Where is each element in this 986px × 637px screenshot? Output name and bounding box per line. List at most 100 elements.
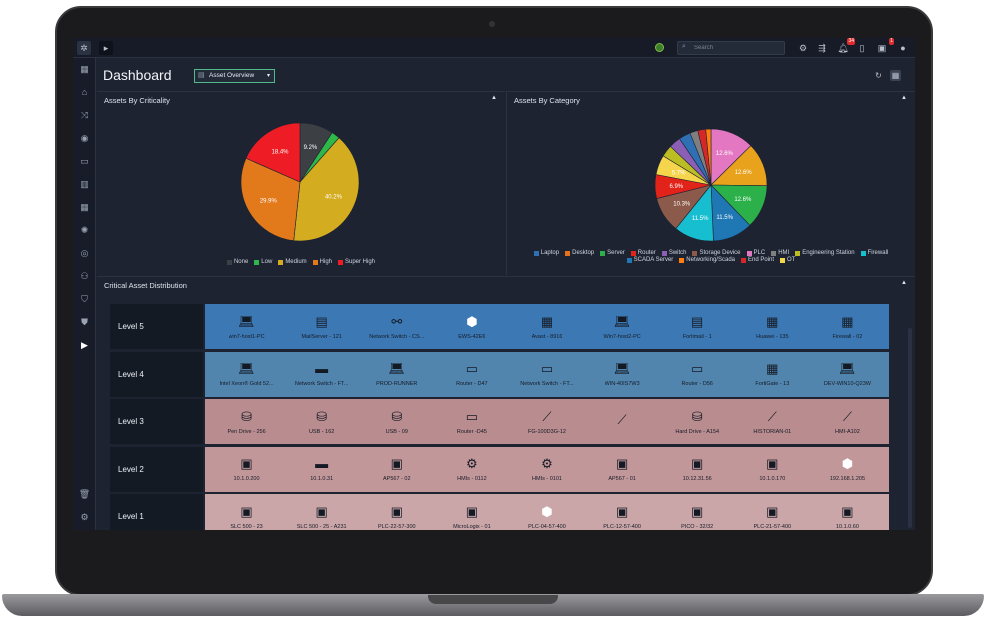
asset-item[interactable]: ⟋ HMI-A102: [813, 409, 881, 435]
category-legend-item[interactable]: Engineering Station: [795, 250, 855, 256]
asset-item[interactable]: ⬢ EWS-42E6: [438, 314, 506, 340]
users-icon[interactable]: ⚇: [80, 271, 89, 281]
criticality-legend-item[interactable]: Low: [254, 259, 272, 265]
dashboard-icon[interactable]: ▦: [80, 64, 89, 74]
asset-item[interactable]: ▤ MailServer - 121: [288, 314, 356, 340]
settings-icon[interactable]: ⚙: [80, 512, 89, 522]
asset-item[interactable]: ▭ Router - D47: [438, 361, 506, 387]
asset-item[interactable]: ▤ Fortimail - 1: [663, 314, 731, 340]
asset-item[interactable]: ⛁ USB - 09: [363, 409, 431, 435]
queue-icon[interactable]: ⇶: [818, 43, 826, 53]
search-box[interactable]: ⌕: [677, 41, 785, 55]
clipboard-icon[interactable]: ▯: [859, 43, 865, 53]
asset-item[interactable]: 💻︎ Win7-host2-PC: [588, 314, 656, 340]
asset-item[interactable]: ⚙ HMIs - 0112: [438, 456, 506, 482]
asset-item[interactable]: ▣ 10.1.0.60: [813, 504, 881, 530]
asset-item[interactable]: ▦ Avast - 8916: [513, 314, 581, 340]
trash-icon[interactable]: 🗑︎: [78, 489, 91, 499]
category-legend-item[interactable]: Storage Device: [692, 250, 741, 256]
app-logo-icon[interactable]: ✲: [77, 41, 91, 55]
asset-item[interactable]: ▣ 10.12.31.56: [663, 456, 731, 482]
category-legend-item[interactable]: Networking/Scada: [679, 257, 735, 263]
asset-item[interactable]: ▣ PLC-12-57-400: [588, 504, 656, 530]
criticality-legend-item[interactable]: None: [226, 259, 248, 265]
asset-item[interactable]: ▣ 10.1.0.200: [213, 456, 281, 482]
asset-item[interactable]: ⟋ FG-100D3G-12: [513, 409, 581, 435]
category-legend-item[interactable]: Laptop: [533, 250, 559, 256]
asset-item[interactable]: 💻︎ win7-host1-PC: [213, 314, 281, 340]
shield-check-icon[interactable]: ⛊: [81, 317, 88, 327]
asset-item[interactable]: ▬ Network Switch - FT...: [288, 361, 356, 387]
asset-item[interactable]: ▣ AP567 - 01: [588, 456, 656, 482]
edit-layout-icon[interactable]: ▦: [890, 70, 901, 81]
user-icon[interactable]: ●: [900, 43, 906, 53]
category-legend-item[interactable]: OT: [780, 257, 795, 263]
refresh-icon[interactable]: ↻: [875, 71, 882, 80]
asset-item[interactable]: ▣ AP567 - 02: [363, 456, 431, 482]
briefcase-icon[interactable]: ▭: [80, 156, 89, 166]
asset-item[interactable]: ▦ FortiGate - 13: [738, 361, 806, 387]
asset-item[interactable]: ⚙ HMIs - 0101: [513, 456, 581, 482]
asset-item[interactable]: 💻︎ Intel Xeon® Gold 52...: [213, 361, 281, 387]
asset-item[interactable]: ▣ SLC 500 - 25 - A231: [288, 504, 356, 530]
asset-item[interactable]: ⬢ PLC-04-57-400: [513, 504, 581, 530]
search-input[interactable]: [694, 43, 782, 53]
alert-icon[interactable]: ◉: [80, 133, 89, 143]
category-slice-networking-scada[interactable]: [705, 128, 712, 186]
asset-item[interactable]: ⟋: [588, 412, 656, 432]
asset-item[interactable]: ▦ Huawei - 135: [738, 314, 806, 340]
asset-item[interactable]: ▭ Network Switch - FT...: [513, 361, 581, 387]
category-legend-item[interactable]: PLC: [746, 250, 765, 256]
asset-item[interactable]: ▣ SLC 500 - 23: [213, 504, 281, 530]
view-selector-dropdown[interactable]: ▤ Asset Overview ▾: [194, 69, 275, 83]
bell-icon[interactable]: 🔔︎ 34: [837, 38, 855, 53]
asset-item[interactable]: 💻︎ DEV-WIN10-Q23W: [813, 361, 881, 387]
asset-item[interactable]: ▣ PLC-22-57-300: [363, 504, 431, 530]
asset-item[interactable]: 💻︎ PROD-RUNNER: [363, 361, 431, 387]
asset-item[interactable]: ▣ 10.1.0.170: [738, 456, 806, 482]
criticality-legend-item[interactable]: High: [312, 259, 332, 265]
category-legend-item[interactable]: HMI: [771, 250, 789, 256]
category-legend-item[interactable]: Switch: [661, 250, 686, 256]
play-icon[interactable]: ▸: [99, 41, 113, 55]
chart-icon[interactable]: ⌂: [81, 87, 88, 97]
category-legend-item[interactable]: Server: [600, 250, 625, 256]
collapse-icon[interactable]: ▲: [491, 95, 497, 101]
asset-item[interactable]: ⬢ 192.168.1.205: [813, 456, 881, 482]
play-icon[interactable]: ▶: [81, 340, 88, 350]
shield-icon[interactable]: ⛉: [81, 294, 88, 304]
asset-item[interactable]: ▭ Router -D45: [438, 409, 506, 435]
category-legend-item[interactable]: SCADA Server: [626, 257, 673, 263]
asset-item[interactable]: ▭ Router - D56: [663, 361, 731, 387]
criticality-slice-medium[interactable]: [293, 137, 360, 242]
category-legend-item[interactable]: Desktop: [565, 250, 594, 256]
criticality-legend-item[interactable]: Medium: [278, 259, 307, 265]
settings-gear-icon[interactable]: ⚙: [798, 43, 808, 53]
tasks-icon[interactable]: ▣ 1: [877, 38, 894, 53]
analytics-icon[interactable]: ▥: [80, 179, 89, 189]
asset-item[interactable]: ⛁ Hard Drive - A154: [663, 409, 731, 435]
scrollbar[interactable]: [908, 328, 912, 528]
asset-item[interactable]: ▦ Firewall - 02: [813, 314, 881, 340]
asset-item[interactable]: 💻︎ WIN-40IS7W3: [588, 361, 656, 387]
biohazard-icon[interactable]: ✺: [80, 225, 89, 235]
criticality-slice-super-high[interactable]: [245, 122, 301, 183]
asset-item[interactable]: ▣ PICO - 32/32: [663, 504, 731, 530]
asset-item[interactable]: ▬ 10.1.0.31: [288, 456, 356, 482]
grid-icon[interactable]: ▦: [80, 202, 89, 212]
asset-item[interactable]: ⟋ HISTORIAN-01: [738, 409, 806, 435]
collapse-icon[interactable]: ▲: [901, 95, 907, 101]
asset-item[interactable]: ▣ MicroLogix - 01: [438, 504, 506, 530]
asset-item[interactable]: ⚯ Network Switch - CS...: [363, 314, 431, 340]
category-legend-item[interactable]: End Point: [741, 257, 774, 263]
collapse-icon[interactable]: ▲: [901, 280, 907, 286]
criticality-slice-high[interactable]: [240, 157, 301, 241]
target-icon[interactable]: ◎: [80, 248, 89, 258]
shuffle-icon[interactable]: ⤨: [80, 110, 89, 120]
asset-item[interactable]: ⛁ Pen Drive - 256: [213, 409, 281, 435]
asset-item[interactable]: ▣ PLC-21-57-400: [738, 504, 806, 530]
criticality-legend-item[interactable]: Super High: [338, 259, 375, 265]
asset-item[interactable]: ⛁ USB - 162: [288, 409, 356, 435]
category-legend-item[interactable]: Router: [630, 250, 656, 256]
category-legend-item[interactable]: Firewall: [860, 250, 888, 256]
